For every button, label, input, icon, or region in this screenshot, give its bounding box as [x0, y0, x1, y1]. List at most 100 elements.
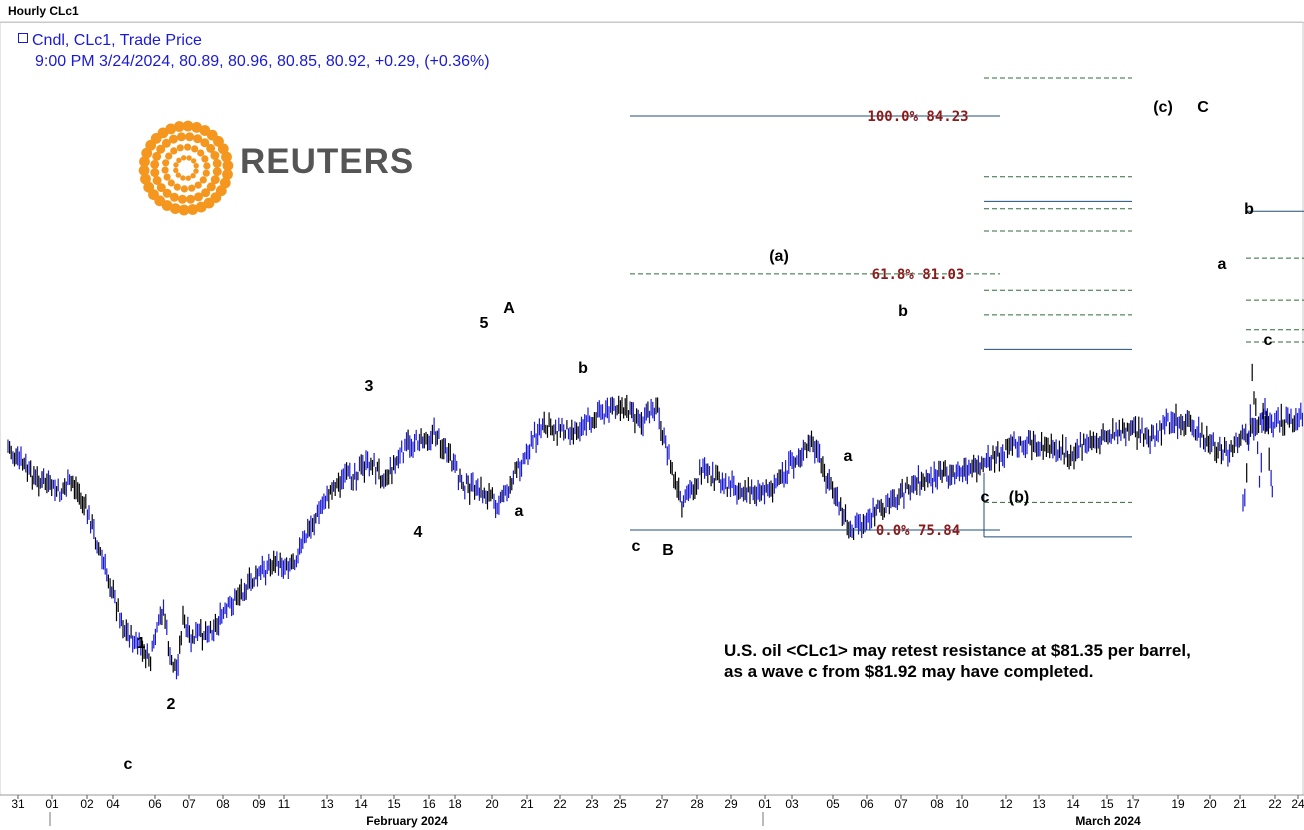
logo-dot [203, 197, 215, 209]
x-tick-label: 25 [613, 797, 627, 811]
logo-dot [186, 194, 196, 204]
wave-label: c [981, 489, 990, 506]
fib-level-label: 0.0% 75.84 [876, 523, 960, 539]
logo-dot [150, 168, 160, 178]
x-tick-label: 13 [1032, 797, 1046, 811]
logo-dot [193, 134, 203, 144]
wave-label: b [578, 360, 588, 377]
wave-label: a [844, 448, 853, 465]
logo-dot [185, 132, 195, 142]
x-tick-label: 29 [724, 797, 738, 811]
legend-values: 9:00 PM 3/24/2024, 80.89, 80.96, 80.85, … [35, 53, 490, 70]
logo-dot [138, 165, 150, 176]
logo-dot [150, 159, 160, 169]
x-tick-label: 14 [1066, 797, 1080, 811]
logo-dot [162, 159, 170, 167]
fib-level-label: 100.0% 84.23 [867, 109, 968, 125]
logo-dot [186, 155, 192, 161]
x-tick-label: 01 [758, 797, 772, 811]
logo-dot [222, 160, 234, 171]
x-tick-label: 21 [1233, 797, 1247, 811]
x-tick-label: 14 [354, 797, 368, 811]
x-tick-label: 22 [1268, 797, 1282, 811]
logo-dot [162, 188, 172, 198]
logo-dot [191, 145, 199, 153]
logo-dot [176, 132, 186, 142]
wave-label: b [1244, 201, 1254, 218]
logo-dot [140, 173, 151, 185]
x-tick-label: 08 [930, 797, 944, 811]
legend-swatch-icon[interactable] [18, 33, 28, 43]
logo-dot [173, 121, 185, 132]
wave-label: c [1264, 332, 1273, 349]
wave-label: 1 [137, 635, 146, 652]
logo-dot [203, 162, 211, 170]
x-tick-label: 20 [485, 797, 499, 811]
logo-dot [191, 122, 203, 133]
x-tick-label: 02 [80, 797, 94, 811]
logo-dot [173, 162, 179, 168]
logo-dot [173, 167, 179, 173]
logo-dot [212, 167, 222, 177]
logo-dot [180, 185, 188, 193]
logo-dot [156, 183, 166, 193]
reuters-wordmark: REUTERS [240, 142, 415, 181]
logo-dot [188, 184, 196, 192]
logo-dot [194, 181, 202, 189]
x-tick-label: 15 [387, 797, 401, 811]
logo-dot [210, 151, 220, 160]
wave-label: 5 [480, 315, 489, 332]
x-tick-label: 01 [45, 797, 59, 811]
logo-dot [152, 176, 162, 185]
reuters-dots-icon [138, 120, 234, 216]
x-tick-label: 21 [520, 797, 534, 811]
logo-dot [163, 173, 171, 181]
logo-dot [156, 144, 166, 154]
logo-dot [169, 192, 179, 202]
logo-dot [222, 169, 233, 180]
logo-dot [139, 156, 150, 167]
chart-legend: Cndl, CLc1, Trade Price 9:00 PM 3/24/202… [18, 30, 490, 72]
logo-dot [190, 173, 196, 179]
x-tick-label: 03 [785, 797, 799, 811]
wave-label: a [1218, 256, 1227, 273]
logo-dot [201, 155, 209, 163]
logo-dot [181, 155, 187, 161]
logo-dot [165, 152, 173, 160]
logo-dot [143, 181, 155, 193]
x-tick-label: 18 [448, 797, 462, 811]
wave-label: 2 [167, 696, 176, 713]
wave-label: (c) [1153, 99, 1173, 116]
x-tick-label: 22 [553, 797, 567, 811]
legend-series: Cndl, CLc1, Trade Price [32, 32, 202, 49]
logo-dot [185, 175, 191, 181]
logo-dot [194, 192, 203, 202]
x-tick-label: 08 [216, 797, 230, 811]
x-tick-label: 05 [826, 797, 840, 811]
x-tick-label: 19 [1171, 797, 1185, 811]
x-tick-label: 28 [690, 797, 704, 811]
x-tick-label: 16 [422, 797, 436, 811]
logo-dot [169, 203, 181, 214]
x-tick-label: 06 [860, 797, 874, 811]
logo-dot [217, 143, 229, 155]
wave-label: (a) [769, 248, 789, 265]
logo-dot [169, 134, 178, 144]
logo-dot [182, 120, 194, 132]
logo-dot [193, 163, 199, 169]
window-title: Hourly CLc1 [8, 4, 79, 18]
wave-label: 4 [414, 524, 423, 541]
logo-dot [202, 169, 210, 177]
logo-dot [191, 158, 197, 164]
logo-dot [173, 183, 181, 191]
analysis-note: U.S. oil <CLc1> may retest resistance at… [724, 640, 1191, 682]
logo-dot [176, 157, 182, 163]
x-tick-label: 11 [278, 797, 291, 811]
x-tick-label: 24 [1291, 797, 1304, 811]
wave-label: a [515, 503, 524, 520]
x-tick-label: 12 [999, 797, 1013, 811]
logo-dot [193, 168, 199, 174]
wave-label: (b) [1009, 489, 1029, 506]
